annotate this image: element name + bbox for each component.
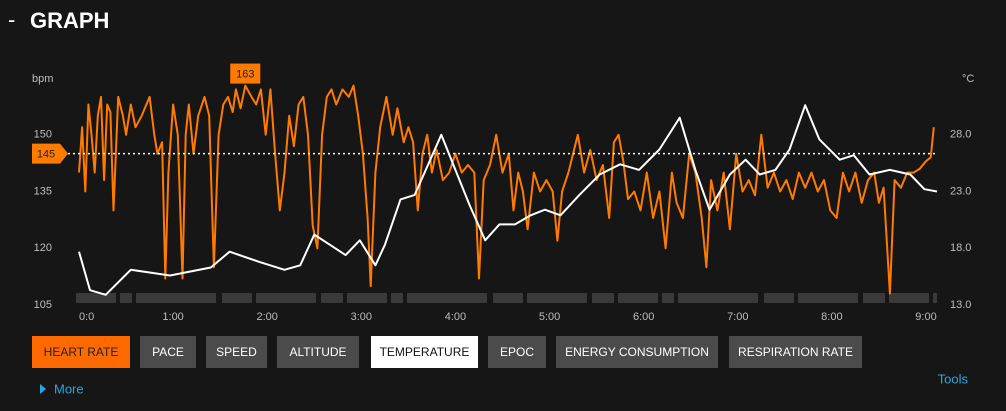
x-tick-label: 1:00 xyxy=(162,311,183,323)
x-tick-label: 9:00 xyxy=(915,311,936,323)
button-bg xyxy=(729,336,862,368)
toggle-button[interactable]: PACE xyxy=(140,336,196,368)
toggle-button[interactable]: HEART RATE xyxy=(32,336,130,368)
toggle-button[interactable]: ENERGY CONSUMPTION xyxy=(556,336,718,368)
y2-axis-label: °C xyxy=(962,73,974,85)
toggle-button[interactable]: EPOC xyxy=(488,336,546,368)
button-label: SPEED xyxy=(216,345,257,359)
button-label: ENERGY CONSUMPTION xyxy=(565,345,709,359)
button-label: TEMPERATURE xyxy=(380,345,470,359)
max-marker xyxy=(230,63,261,84)
x-tick-label: 8:00 xyxy=(821,311,842,323)
y2-tick-label: 18.0 xyxy=(950,242,971,254)
x-tick-label: 3:00 xyxy=(351,311,372,323)
y-tick-label: 105 xyxy=(34,299,52,311)
series-line xyxy=(78,104,938,296)
x-tick-label: 2:00 xyxy=(257,311,278,323)
button-bg xyxy=(371,336,478,368)
more-link[interactable]: More xyxy=(54,381,84,396)
max-label: 163 xyxy=(236,68,254,80)
button-bg xyxy=(32,336,130,368)
button-bg xyxy=(556,336,718,368)
y-tick-label: 120 xyxy=(34,242,52,254)
y-tick-label: 135 xyxy=(34,185,52,197)
x-tick-label: 0:0 xyxy=(79,311,94,323)
y2-tick-label: 28.0 xyxy=(950,129,971,141)
x-tick-label: 4:00 xyxy=(445,311,466,323)
button-label: HEART RATE xyxy=(44,345,119,359)
button-label: ALTITUDE xyxy=(289,345,346,359)
button-bg xyxy=(277,336,359,368)
average-label: 145 xyxy=(37,149,55,161)
toggle-button[interactable]: RESPIRATION RATE xyxy=(729,336,862,368)
toggle-button[interactable]: ALTITUDE xyxy=(277,336,359,368)
x-tick-label: 6:00 xyxy=(633,311,654,323)
button-label: PACE xyxy=(152,345,184,359)
button-bg xyxy=(140,336,196,368)
y-tick-label: 150 xyxy=(34,129,52,141)
toggle-button[interactable]: TEMPERATURE xyxy=(371,336,478,368)
button-bg xyxy=(206,336,267,368)
y2-tick-label: 23.0 xyxy=(950,185,971,197)
x-tick-label: 7:00 xyxy=(727,311,748,323)
y-axis-label: bpm xyxy=(32,73,53,85)
tools-link[interactable]: Tools xyxy=(938,371,969,386)
toggle-button[interactable]: SPEED xyxy=(206,336,267,368)
x-tick-label: 5:00 xyxy=(539,311,560,323)
y2-tick-label: 13.0 xyxy=(950,299,971,311)
series-line xyxy=(78,84,935,295)
button-label: EPOC xyxy=(500,345,534,359)
average-marker xyxy=(32,143,68,164)
more-arrow xyxy=(40,384,46,394)
button-bg xyxy=(488,336,546,368)
section-title: GRAPH xyxy=(30,8,109,33)
collapse-toggle[interactable]: - xyxy=(8,7,15,32)
button-label: RESPIRATION RATE xyxy=(738,345,853,359)
